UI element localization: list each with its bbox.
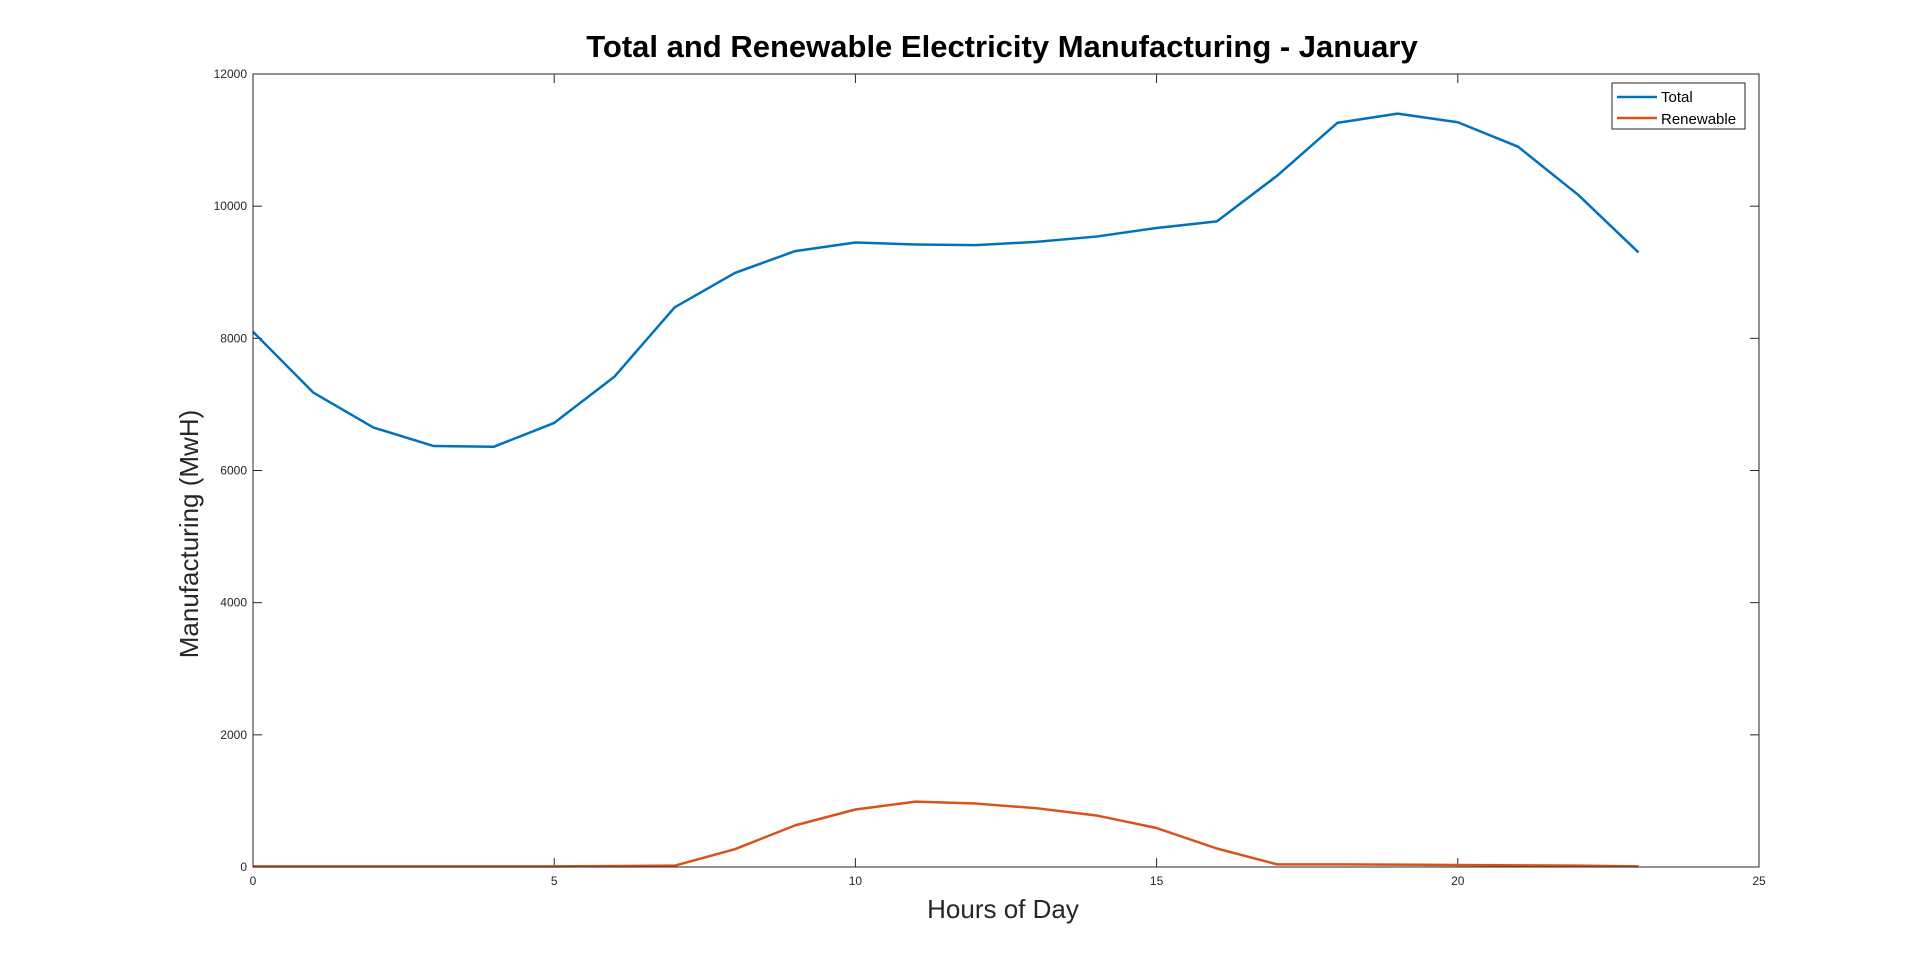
y-tick-label: 10000 [214, 199, 248, 213]
x-tick-label: 10 [849, 874, 863, 888]
x-tick-label: 20 [1451, 874, 1465, 888]
y-tick-label: 0 [240, 860, 247, 874]
series-layer [252, 112, 1640, 868]
plot-frame [252, 73, 1760, 868]
x-tick-label: 5 [551, 874, 558, 888]
legend-box [1611, 82, 1746, 130]
y-tick-label: 8000 [220, 331, 247, 345]
ticks-layer: 0 5 10 15 20 25 0 2000 4000 6000 8000 10000 12000 [214, 67, 1766, 888]
x-tick-label: 25 [1752, 874, 1766, 888]
chart-title: Total and Renewable Electricity Manufact… [586, 29, 1418, 64]
y-tick-label: 12000 [214, 67, 248, 81]
legend-label-renewable: Renewable [1661, 111, 1736, 128]
x-axis-label: Hours of Day [927, 894, 1079, 924]
x-tick-label: 15 [1150, 874, 1164, 888]
legend: Total Renewable [1611, 82, 1746, 130]
y-axis-label: Manufacturing (MwH) [174, 410, 204, 659]
y-tick-label: 4000 [220, 596, 247, 610]
x-tick-label: 0 [250, 874, 257, 888]
y-tick-label: 2000 [220, 728, 247, 742]
series-line-renewable [253, 800, 1639, 868]
series-line-total [252, 112, 1640, 448]
y-tick-label: 6000 [220, 464, 247, 478]
legend-label-total: Total [1661, 89, 1693, 106]
